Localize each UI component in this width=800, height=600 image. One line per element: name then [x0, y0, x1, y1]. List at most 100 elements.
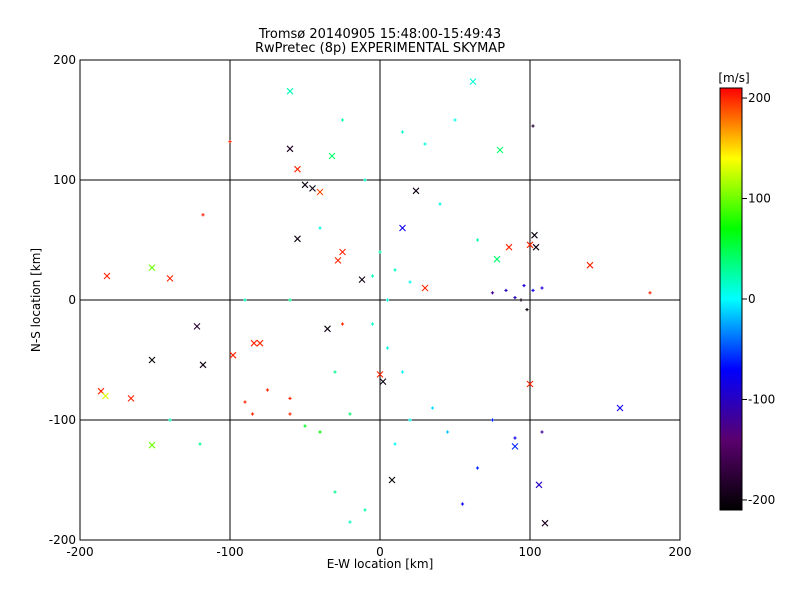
data-point-plus: [363, 178, 367, 182]
data-point-cross: [324, 325, 331, 333]
data-point-plus: [348, 412, 352, 416]
data-point-plus: [475, 238, 480, 242]
data-point-plus: [540, 430, 544, 434]
data-point-cross: [102, 392, 109, 400]
data-point-cross: [496, 146, 504, 154]
data-point-cross: [339, 248, 346, 256]
data-point-plus: [303, 424, 307, 428]
data-point-plus: [531, 288, 535, 292]
data-point-cross: [616, 404, 624, 412]
data-point-plus: [445, 430, 450, 434]
x-tick-label: -100: [216, 545, 243, 559]
data-point-cross: [379, 378, 387, 385]
data-point-plus: [438, 202, 442, 206]
data-points: [97, 78, 652, 527]
data-point-plus: [370, 274, 375, 278]
data-point-plus: [408, 280, 412, 284]
data-point-plus: [370, 322, 375, 326]
data-point-plus: [198, 442, 202, 446]
data-point-plus: [522, 284, 526, 288]
data-point-cross: [469, 78, 477, 85]
data-point-plus: [288, 298, 292, 302]
data-point-cross: [376, 371, 384, 378]
data-point-plus: [201, 213, 205, 217]
y-tick-label: -100: [49, 413, 76, 427]
data-point-plus: [408, 418, 412, 422]
y-axis-label: N-S location [km]: [29, 248, 43, 352]
axis-ticks: -200 -100 0 100 200 -200 -100 0 100 200: [49, 53, 692, 559]
colorbar-ticks: 200 100 0 -100 -200: [742, 91, 775, 507]
data-point-cross: [526, 241, 534, 249]
data-point-plus: [513, 296, 517, 300]
data-point-cross: [531, 231, 538, 239]
data-point-plus: [519, 298, 523, 302]
data-point-plus: [385, 298, 390, 302]
data-point-cross: [532, 243, 540, 251]
data-point-plus: [648, 291, 652, 295]
colorbar-tick-label: -200: [748, 493, 775, 507]
data-point-cross: [388, 476, 396, 484]
data-point-plus: [525, 308, 529, 312]
data-point-cross: [250, 339, 258, 347]
data-point-plus: [490, 291, 495, 295]
data-point-plus: [288, 412, 292, 416]
data-point-plus: [168, 418, 172, 422]
data-point-cross: [309, 185, 316, 192]
colorbar: [719, 87, 743, 511]
data-point-cross: [301, 181, 309, 189]
data-point-plus: [475, 466, 480, 470]
data-point-plus: [378, 250, 382, 254]
data-point-plus: [531, 124, 535, 128]
data-point-cross: [511, 443, 519, 450]
data-point-plus: [540, 286, 544, 290]
y-tick-label: 0: [68, 293, 76, 307]
data-point-cross: [103, 272, 111, 280]
y-tick-label: 200: [53, 53, 76, 67]
x-axis-label: E-W location [km]: [327, 557, 434, 571]
data-point-cross: [493, 255, 501, 263]
data-point-plus: [340, 118, 345, 122]
data-point-cross: [421, 284, 429, 292]
data-point-plus: [333, 490, 337, 494]
colorbar-unit-label: [m/s]: [718, 71, 749, 85]
y-tick-label: 100: [53, 173, 76, 187]
x-tick-label: -200: [66, 545, 93, 559]
data-point-plus: [385, 346, 390, 350]
data-point-plus: [400, 370, 405, 374]
data-point-plus: [288, 396, 292, 400]
data-point-plus: [340, 322, 345, 326]
data-point-plus: [393, 442, 397, 446]
colorbar-tick-label: 0: [748, 292, 756, 306]
data-point-plus: [490, 418, 495, 422]
data-point-cross: [148, 356, 156, 364]
data-point-plus: [393, 268, 397, 272]
data-point-plus: [333, 370, 337, 374]
data-point-plus: [318, 226, 322, 230]
data-point-plus: [513, 436, 517, 440]
data-point-cross: [256, 339, 264, 347]
data-point-cross: [535, 481, 543, 489]
data-point-plus: [453, 118, 457, 122]
data-point-plus: [243, 400, 247, 404]
data-point-plus: [243, 298, 247, 302]
data-point-plus: [430, 406, 435, 410]
data-point-cross: [199, 361, 207, 369]
data-point-cross: [294, 165, 301, 173]
data-point-plus: [318, 430, 322, 434]
chart-title: Tromsø 20140905 15:48:00-15:49:43: [258, 27, 501, 42]
x-tick-label: 0: [376, 545, 384, 559]
data-point-cross: [294, 235, 301, 243]
data-point-cross: [229, 351, 237, 359]
data-point-plus: [400, 130, 405, 134]
chart-subtitle: RwPretec (8p) EXPERIMENTAL SKYMAP: [255, 41, 505, 56]
data-point-cross: [166, 275, 174, 282]
colorbar-tick-label: 100: [748, 192, 771, 206]
x-tick-label: 200: [669, 545, 692, 559]
data-point-cross: [148, 441, 156, 449]
colorbar-tick-label: 200: [748, 91, 771, 105]
y-tick-label: -200: [49, 533, 76, 547]
data-point-cross: [526, 380, 534, 388]
colorbar-tick-label: -100: [748, 392, 775, 406]
grid-lines: [80, 60, 680, 540]
